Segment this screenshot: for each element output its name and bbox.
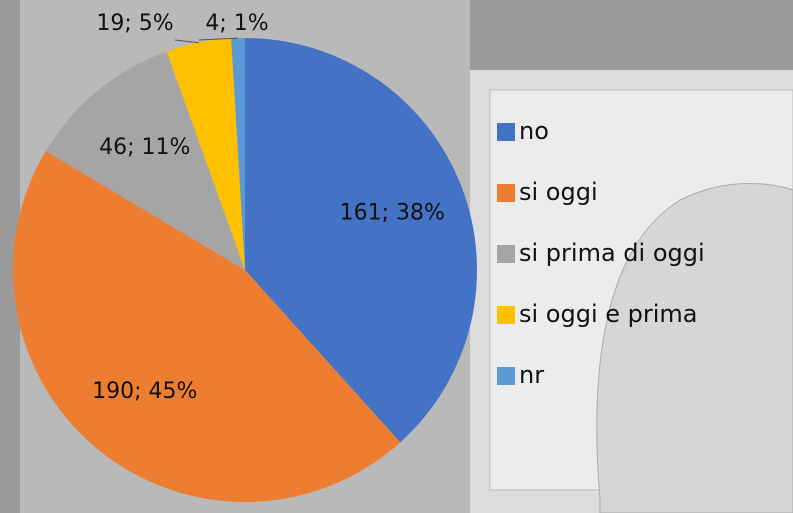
legend-swatch	[497, 123, 515, 141]
pie-slice	[245, 38, 477, 443]
leader-line	[198, 37, 239, 41]
leader-line	[174, 39, 199, 44]
legend-swatch	[497, 245, 515, 263]
background-sketch	[596, 182, 793, 513]
legend-label: si oggi e prima	[519, 300, 698, 328]
legend-label: si oggi	[519, 178, 598, 206]
data-label: 161; 38%	[340, 200, 445, 225]
legend-label: nr	[519, 361, 544, 389]
data-label: 46; 11%	[99, 135, 190, 160]
data-label: 4; 1%	[205, 11, 268, 36]
legend-swatch	[497, 367, 515, 385]
pie-slice	[12, 151, 401, 503]
pie-slice	[166, 38, 245, 270]
pie-slice	[231, 38, 245, 270]
pie-slice	[45, 51, 246, 270]
legend-swatch	[497, 184, 515, 202]
legend-label: si prima di oggi	[519, 239, 705, 267]
legend-label: no	[519, 117, 549, 145]
data-label: 190; 45%	[92, 379, 197, 404]
legend-swatch	[497, 306, 515, 324]
data-label: 19; 5%	[96, 11, 173, 36]
